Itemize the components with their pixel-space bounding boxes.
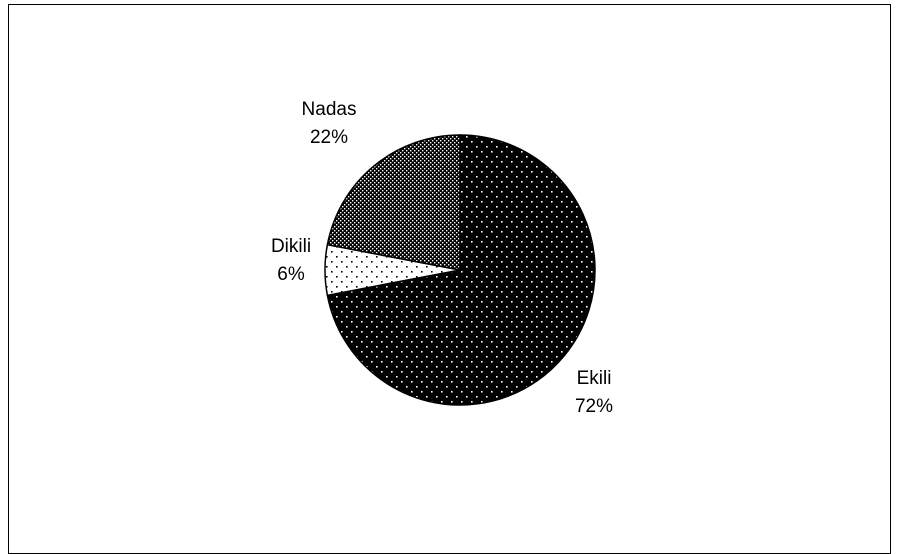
slice-label-ekili: Ekili	[577, 368, 612, 389]
pie-slice-ekili	[326, 134, 596, 406]
pie-slice-nadas	[326, 134, 461, 271]
pie-chart: Ekili 72% Dikili 6% Nadas 22%	[271, 99, 613, 417]
slice-label-dikili: Dikili	[271, 236, 311, 257]
slice-label-nadas: Nadas	[302, 99, 357, 120]
pie-slices	[324, 134, 596, 406]
slice-value-ekili: 72%	[575, 396, 613, 417]
pie-labels: Ekili 72% Dikili 6% Nadas 22%	[271, 99, 613, 417]
slice-value-dikili: 6%	[277, 264, 305, 285]
slice-value-nadas: 22%	[310, 127, 348, 148]
